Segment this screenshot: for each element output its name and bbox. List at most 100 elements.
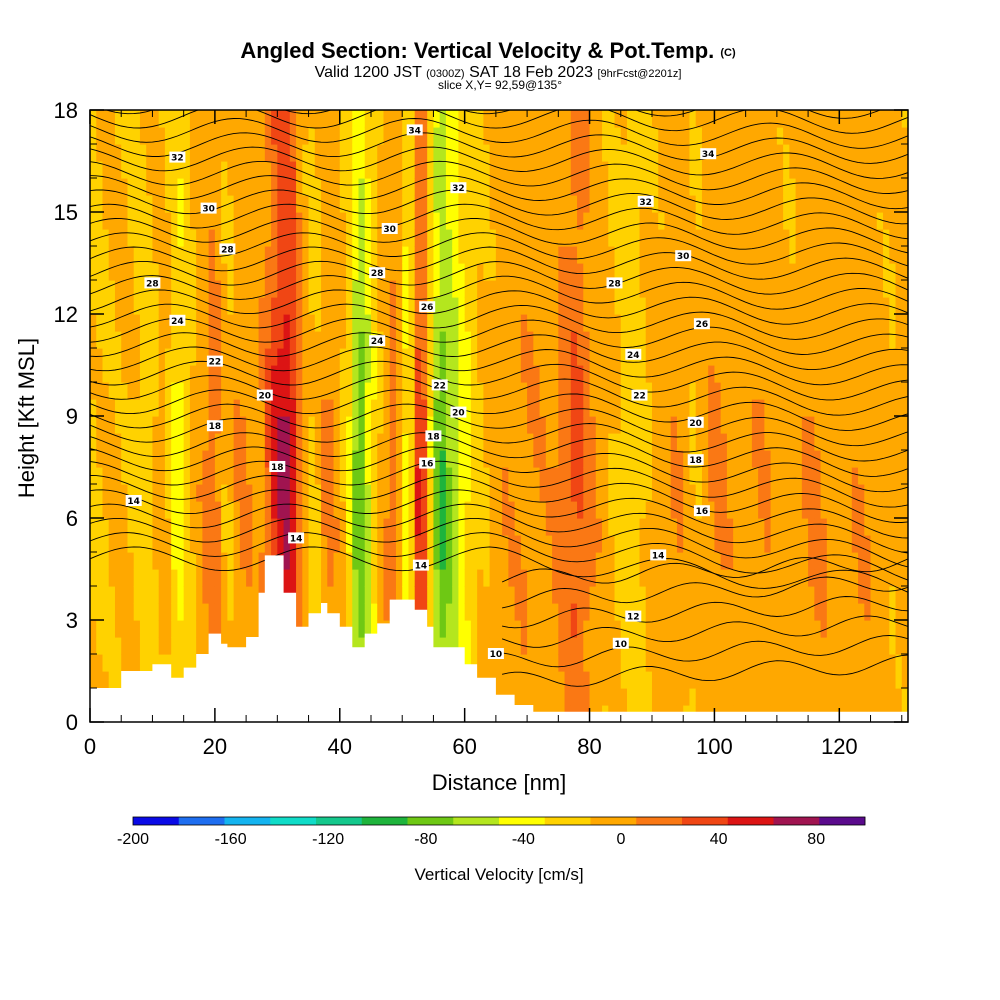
velocity-cell: [776, 569, 784, 587]
velocity-cell: [876, 535, 884, 553]
velocity-cell: [252, 246, 260, 264]
velocity-cell: [589, 467, 597, 485]
velocity-cell: [564, 654, 572, 672]
velocity-cell: [358, 382, 366, 400]
velocity-cell: [508, 450, 516, 468]
velocity-cell: [639, 280, 647, 298]
velocity-cell: [664, 620, 672, 638]
velocity-cell: [333, 280, 341, 298]
velocity-cell: [833, 246, 840, 264]
velocity-cell: [558, 535, 566, 553]
velocity-cell: [502, 620, 509, 638]
velocity-cell: [808, 450, 815, 468]
velocity-cell: [108, 348, 116, 366]
velocity-cell: [545, 382, 553, 400]
velocity-cell: [246, 246, 253, 264]
velocity-cell: [595, 280, 603, 298]
velocity-cell: [458, 246, 466, 264]
velocity-cell: [658, 450, 666, 468]
velocity-cell: [720, 382, 728, 400]
velocity-cell: [458, 161, 466, 179]
velocity-cell: [889, 518, 897, 536]
contour-label-text: 22: [633, 392, 646, 402]
velocity-cell: [177, 399, 185, 417]
velocity-cell: [445, 382, 453, 400]
velocity-cell: [508, 110, 516, 128]
velocity-cell: [202, 535, 210, 553]
velocity-cell: [720, 178, 728, 196]
velocity-cell: [389, 552, 397, 570]
velocity-cell: [614, 399, 622, 417]
velocity-cell: [664, 212, 672, 230]
velocity-cell: [252, 212, 260, 230]
velocity-cell: [527, 467, 534, 485]
velocity-cell: [676, 637, 684, 655]
velocity-cell: [564, 416, 572, 434]
velocity-cell: [158, 297, 166, 315]
velocity-cell: [764, 161, 772, 179]
velocity-cell: [633, 195, 641, 213]
velocity-cell: [833, 110, 840, 128]
velocity-cell: [833, 467, 840, 485]
velocity-cell: [633, 518, 641, 536]
velocity-cell: [433, 246, 441, 264]
velocity-cell: [595, 314, 603, 332]
velocity-cell: [570, 552, 578, 570]
velocity-cell: [364, 348, 372, 366]
velocity-cell: [196, 535, 203, 553]
velocity-cell: [708, 382, 716, 400]
velocity-cell: [558, 263, 566, 281]
velocity-cell: [277, 348, 285, 366]
velocity-cell: [820, 110, 828, 128]
velocity-cell: [271, 399, 278, 417]
velocity-cell: [520, 399, 528, 417]
contour-label-text: 26: [421, 303, 434, 313]
velocity-cell: [302, 246, 310, 264]
velocity-cell: [676, 229, 684, 247]
velocity-cell: [508, 229, 516, 247]
velocity-cell: [608, 297, 616, 315]
velocity-cell: [745, 671, 753, 689]
velocity-cell: [370, 620, 378, 638]
velocity-cell: [901, 348, 908, 366]
velocity-cell: [720, 586, 728, 604]
velocity-cell: [633, 127, 641, 145]
velocity-cell: [595, 654, 603, 672]
velocity-cell: [645, 331, 653, 349]
velocity-cell: [483, 586, 491, 604]
velocity-cell: [889, 569, 897, 587]
colorbar-swatch: [590, 817, 637, 825]
contour-label-bg: [431, 379, 448, 391]
velocity-cell: [189, 433, 197, 451]
velocity-cell: [433, 552, 441, 570]
velocity-cell: [246, 467, 253, 485]
velocity-cell: [801, 382, 809, 400]
velocity-cell: [826, 416, 834, 434]
velocity-cell: [427, 195, 435, 213]
velocity-cell: [389, 416, 397, 434]
velocity-cell: [539, 484, 547, 502]
velocity-cell: [758, 178, 765, 196]
velocity-cell: [395, 518, 403, 536]
velocity-cell: [327, 127, 335, 145]
velocity-cell: [502, 263, 509, 281]
velocity-cell: [214, 246, 222, 264]
velocity-cell: [477, 535, 484, 553]
velocity-cell: [552, 178, 559, 196]
velocity-cell: [751, 518, 759, 536]
velocity-cell: [408, 518, 416, 536]
velocity-cell: [377, 365, 385, 383]
velocity-cell: [264, 263, 272, 281]
velocity-cell: [808, 569, 815, 587]
velocity-cell: [739, 569, 747, 587]
velocity-cell: [614, 110, 622, 128]
velocity-cell: [214, 569, 222, 587]
velocity-cell: [583, 348, 591, 366]
velocity-cell: [845, 178, 853, 196]
velocity-cell: [364, 297, 372, 315]
velocity-cell: [514, 620, 522, 638]
isentrope-line: [90, 160, 908, 194]
velocity-cell: [489, 161, 497, 179]
velocity-cell: [470, 399, 478, 417]
velocity-cell: [402, 280, 410, 298]
